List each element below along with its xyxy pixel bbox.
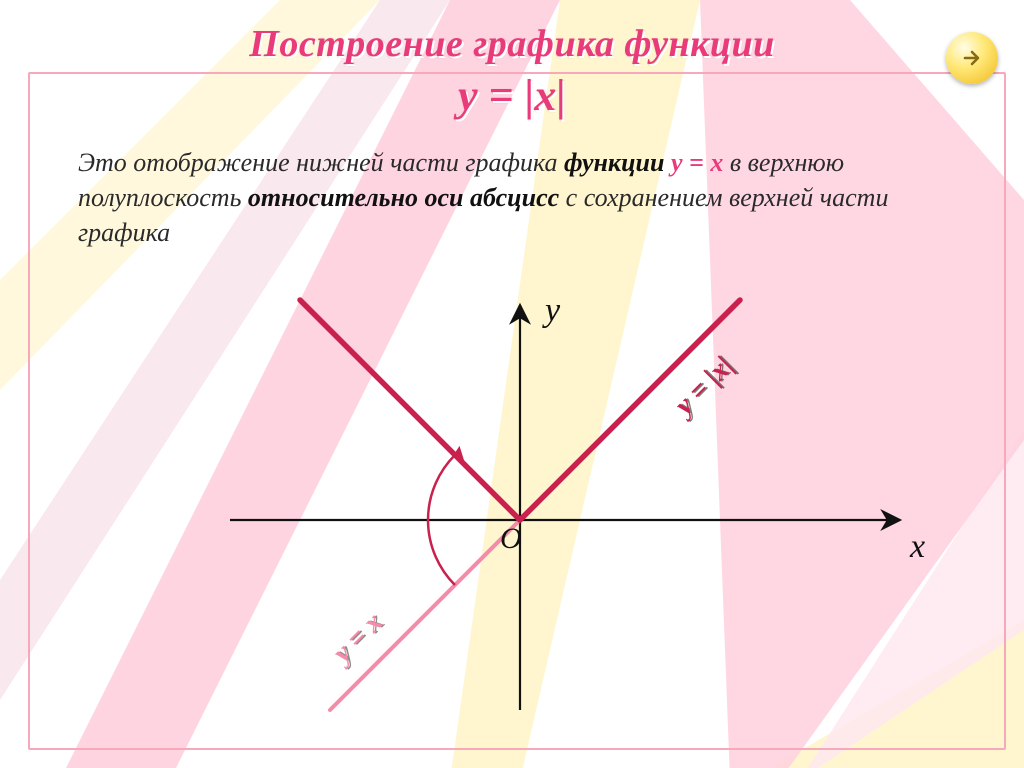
description: Это отображение нижней части графика фун… — [78, 145, 954, 250]
desc-part1: Это отображение нижней части графика — [78, 148, 564, 177]
y-axis-label: y — [545, 292, 560, 330]
desc-formula: y = x — [671, 148, 723, 177]
chart-svg — [200, 290, 940, 730]
chart: y x O y = |x| y = x — [200, 290, 940, 730]
origin-label: O — [500, 522, 522, 556]
arrow-right-icon — [960, 46, 984, 70]
x-axis-label: x — [910, 528, 925, 566]
next-slide-button[interactable] — [946, 32, 998, 84]
title-formula: y = |x| — [0, 70, 1024, 121]
desc-rel-axis: относительно оси абсцисс — [248, 183, 559, 212]
desc-word-func: функции — [564, 148, 664, 177]
content-area: Построение графика функции y = |x| Это о… — [0, 0, 1024, 768]
slide-title: Построение графика функции — [0, 22, 1024, 66]
